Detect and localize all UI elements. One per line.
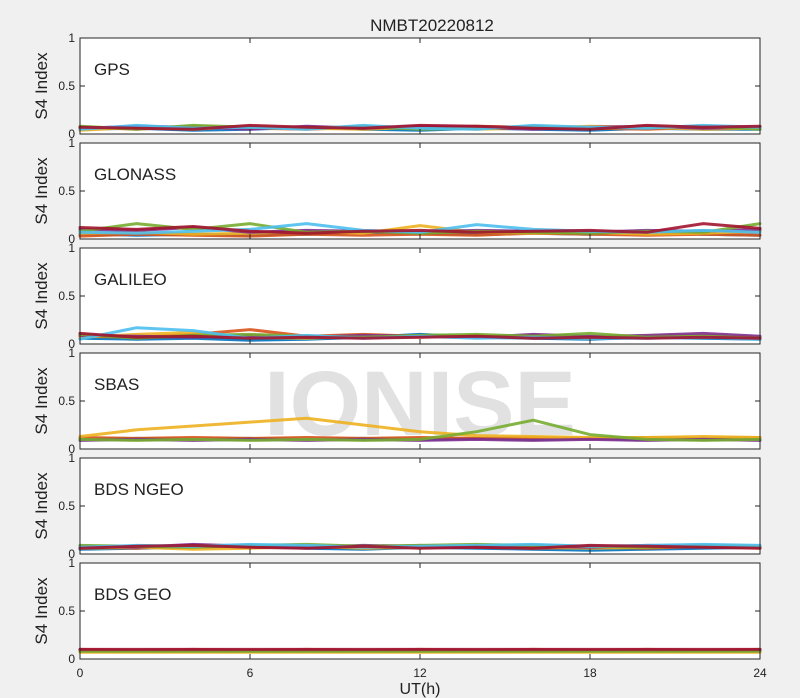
panel-label: BDS GEO — [94, 585, 171, 604]
series-line-3 — [78, 224, 762, 236]
figure-title: NMBT20220812 — [370, 16, 494, 35]
x-axis-label: UT(h) — [400, 681, 441, 698]
y-tick-label: 0.5 — [58, 289, 75, 303]
y-tick-label: 1 — [68, 346, 75, 360]
y-tick-label: 0 — [68, 652, 75, 666]
y-axis-label: S4 Index — [32, 157, 51, 225]
x-tick-label: 6 — [247, 666, 254, 680]
y-tick-label: 1 — [68, 241, 75, 255]
y-tick-label: 1 — [68, 136, 75, 150]
y-tick-label: 0 — [68, 337, 75, 351]
plot-area — [80, 38, 760, 134]
y-tick-label: 0.5 — [58, 499, 75, 513]
y-axis-label: S4 Index — [32, 262, 51, 330]
panel-label: SBAS — [94, 375, 139, 394]
y-axis-label: S4 Index — [32, 52, 51, 120]
panels-group: 0 0.5 1 S4 Index GPS 0 0.5 1 S4 Index GLONASS 0 0.5… — [32, 31, 767, 680]
panel-gps: 0 0.5 1 S4 Index GPS — [32, 31, 762, 141]
y-tick-label: 0 — [68, 547, 75, 561]
x-tick-label: 0 — [77, 666, 84, 680]
x-tick-label: 18 — [583, 666, 597, 680]
y-tick-label: 0.5 — [58, 604, 75, 618]
y-axis-label: S4 Index — [32, 577, 51, 645]
y-tick-label: 0 — [68, 127, 75, 141]
panel-label: GPS — [94, 60, 130, 79]
x-tick-label: 24 — [753, 666, 767, 680]
y-tick-label: 1 — [68, 31, 75, 45]
plot-area — [80, 563, 760, 659]
x-tick-label: 12 — [413, 666, 427, 680]
series-line-7 — [78, 543, 762, 550]
y-tick-label: 0.5 — [58, 394, 75, 408]
panel-label: GLONASS — [94, 165, 176, 184]
series-line-5 — [78, 418, 762, 442]
y-tick-label: 0.5 — [58, 79, 75, 93]
series-line-7 — [78, 222, 762, 235]
panel-label: BDS NGEO — [94, 480, 184, 499]
y-tick-label: 0 — [68, 232, 75, 246]
panel-galileo: 0 0.5 1 S4 Index GALILEO — [32, 241, 762, 351]
panel-bds-geo: 0 0.5 1 0 6 12 18 24 S4 Index BDS GEO — [32, 556, 767, 680]
series-line-7 — [78, 331, 762, 340]
plot-area — [80, 458, 760, 554]
plot-area — [80, 248, 760, 344]
series-line-7 — [78, 123, 762, 131]
y-tick-label: 1 — [68, 451, 75, 465]
y-axis-label: S4 Index — [32, 367, 51, 435]
y-tick-label: 1 — [68, 556, 75, 570]
y-tick-label: 0 — [68, 442, 75, 456]
panel-glonass: 0 0.5 1 S4 Index GLONASS — [32, 136, 762, 246]
series-line-3 — [78, 416, 762, 439]
panel-label: GALILEO — [94, 270, 167, 289]
y-axis-label: S4 Index — [32, 472, 51, 540]
panel-bds-ngeo: 0 0.5 1 S4 Index BDS NGEO — [32, 451, 762, 561]
y-tick-label: 0.5 — [58, 184, 75, 198]
plot-area — [80, 143, 760, 239]
